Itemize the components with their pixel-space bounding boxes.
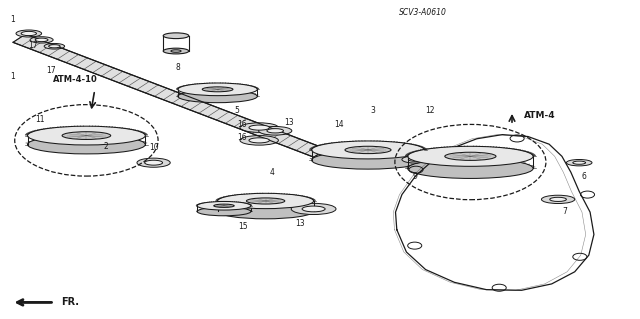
Text: 10: 10 (148, 143, 159, 152)
Ellipse shape (21, 31, 36, 36)
Ellipse shape (28, 135, 145, 154)
Text: 8: 8 (175, 63, 180, 72)
Ellipse shape (214, 204, 234, 207)
Text: 4: 4 (269, 168, 275, 177)
Ellipse shape (218, 193, 314, 209)
Ellipse shape (302, 206, 325, 212)
Ellipse shape (573, 161, 586, 164)
Ellipse shape (445, 152, 496, 160)
Ellipse shape (312, 141, 424, 159)
Text: 5: 5 (234, 106, 239, 115)
Ellipse shape (541, 195, 575, 204)
Text: 15: 15 (238, 222, 248, 231)
Ellipse shape (240, 123, 278, 132)
Ellipse shape (171, 50, 181, 52)
Text: 13: 13 (294, 219, 305, 228)
Text: ATM-4-10: ATM-4-10 (53, 75, 98, 84)
Ellipse shape (145, 160, 163, 165)
Ellipse shape (35, 38, 48, 42)
Text: 1: 1 (10, 72, 15, 81)
Ellipse shape (249, 125, 269, 130)
Ellipse shape (246, 198, 285, 204)
Ellipse shape (408, 146, 533, 166)
Text: 3: 3 (370, 106, 375, 115)
Ellipse shape (218, 204, 314, 219)
Ellipse shape (408, 159, 533, 178)
Text: FR.: FR. (61, 297, 79, 308)
Text: 17: 17 (46, 66, 56, 75)
Ellipse shape (249, 138, 269, 143)
Ellipse shape (342, 145, 360, 149)
Ellipse shape (333, 142, 369, 151)
Text: 14: 14 (334, 120, 344, 129)
Ellipse shape (240, 136, 278, 145)
Ellipse shape (345, 146, 391, 154)
Ellipse shape (163, 48, 189, 54)
Text: 7: 7 (562, 207, 567, 216)
Ellipse shape (197, 202, 251, 210)
Ellipse shape (197, 207, 251, 216)
Ellipse shape (16, 30, 42, 37)
Text: 9: 9 (412, 172, 417, 181)
Ellipse shape (550, 197, 566, 202)
Ellipse shape (62, 132, 111, 139)
Ellipse shape (30, 37, 53, 43)
Ellipse shape (312, 151, 424, 169)
Ellipse shape (291, 204, 336, 215)
Text: 12: 12 (426, 106, 435, 115)
Ellipse shape (44, 43, 65, 49)
Text: 16: 16 (237, 120, 247, 129)
Ellipse shape (402, 156, 428, 163)
Ellipse shape (259, 126, 292, 135)
Ellipse shape (163, 33, 189, 39)
Polygon shape (13, 34, 326, 157)
Text: 13: 13 (284, 118, 294, 127)
Text: SCV3-A0610: SCV3-A0610 (399, 8, 446, 17)
Text: 11: 11 (35, 115, 44, 124)
Ellipse shape (49, 45, 60, 48)
Ellipse shape (408, 158, 421, 161)
Ellipse shape (137, 158, 170, 167)
Text: 6: 6 (581, 172, 586, 181)
Ellipse shape (28, 126, 145, 145)
Ellipse shape (566, 160, 592, 166)
Text: 17: 17 (28, 41, 38, 50)
Ellipse shape (202, 87, 233, 92)
Text: 1: 1 (10, 15, 15, 24)
Text: ATM-4: ATM-4 (524, 111, 555, 120)
Ellipse shape (178, 83, 257, 96)
Text: 2: 2 (103, 142, 108, 151)
Text: 16: 16 (237, 133, 247, 142)
Ellipse shape (178, 90, 257, 103)
Ellipse shape (267, 129, 284, 133)
